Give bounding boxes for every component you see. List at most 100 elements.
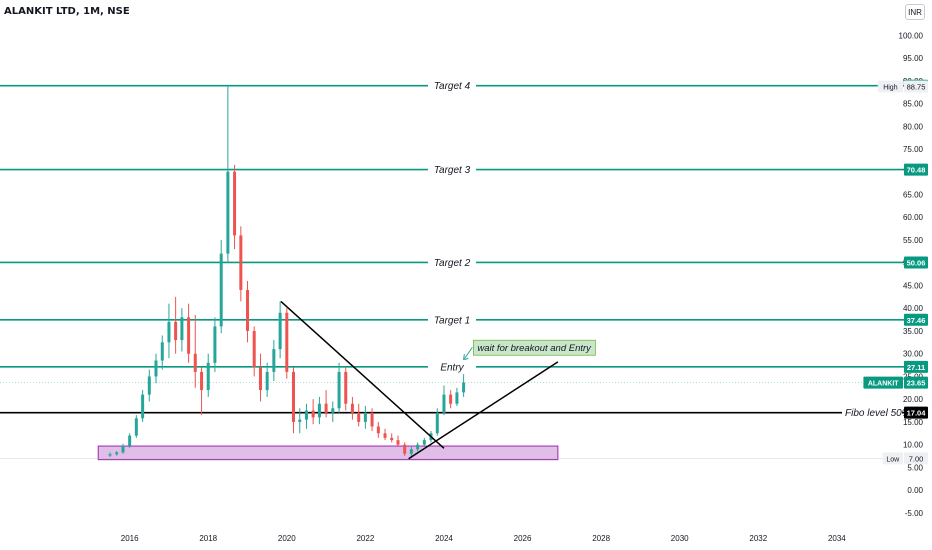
y-tick-label: 20.00 — [903, 395, 924, 404]
x-tick-label: 2018 — [199, 534, 217, 543]
fib-price-label: 17.04 — [907, 409, 927, 418]
x-tick-label: 2022 — [356, 534, 374, 543]
candle-body — [258, 367, 262, 391]
candle-body — [167, 321, 171, 343]
trendlines-layer: wait for breakout and Entry — [280, 300, 596, 460]
candle-body — [272, 349, 276, 372]
target3-price-label: 70.48 — [907, 166, 926, 175]
target-3-label: Target 3 — [434, 165, 471, 176]
currency-selector[interactable]: INR — [905, 4, 925, 20]
candle-body — [193, 353, 197, 372]
candle-body — [141, 394, 145, 419]
candle-body — [147, 376, 151, 395]
target1-price-label-bg — [904, 313, 928, 326]
target-2-label: Target 2 — [434, 258, 471, 269]
y-tick-label: 10.00 — [903, 441, 924, 450]
annotation-box — [472, 339, 596, 356]
candle-body — [317, 403, 321, 418]
candle-body — [206, 362, 210, 391]
y-tick-label: 0.00 — [907, 486, 923, 495]
y-tick-label: 35.00 — [903, 327, 924, 336]
y-tick-label: 65.00 — [903, 190, 924, 199]
last-price-label-tag: ALANKIT — [868, 381, 899, 388]
fib-price-label-bg — [904, 406, 928, 419]
candles-layer — [108, 85, 466, 459]
candle-body — [416, 444, 420, 450]
target-1-label-bg — [428, 312, 476, 327]
candle-body — [239, 235, 243, 291]
x-tick-label: 2016 — [121, 534, 139, 543]
candle-body — [233, 171, 237, 236]
annotation-text: wait for breakout and Entry — [477, 343, 592, 354]
candle-body — [226, 171, 230, 254]
price-labels-layer: 88.92High88.7570.4850.0637.4627.11ALANKI… — [863, 79, 928, 465]
low-tag-label-tag-bg — [882, 452, 903, 465]
candle-body — [291, 371, 295, 422]
y-tick-label: 100.00 — [899, 31, 924, 40]
candle-body — [383, 433, 387, 438]
candle-body — [396, 440, 400, 445]
candle-body — [128, 435, 132, 446]
y-tick-label: 30.00 — [903, 350, 924, 359]
candle-body — [160, 342, 164, 361]
y-tick-label: 80.00 — [903, 122, 924, 131]
entry-label-bg — [428, 359, 476, 374]
candle-body — [115, 452, 119, 455]
fib-level-label: Fibo level 50% — [845, 408, 911, 419]
x-tick-label: 2020 — [278, 534, 296, 543]
candle-body — [121, 445, 125, 453]
candle-body — [285, 312, 289, 372]
candle-body — [442, 394, 446, 413]
high-tag-label-tag: High — [883, 84, 898, 91]
y-tick-label: 5.00 — [907, 463, 923, 472]
price-axis[interactable]: 100.0095.0090.0085.0080.0075.0070.0065.0… — [899, 31, 924, 518]
target2-price-label-bg — [904, 256, 928, 269]
x-tick-label: 2032 — [749, 534, 767, 543]
candle-body — [422, 440, 426, 445]
time-axis[interactable]: 2016 2018 2020 2022 2024 2026 2028 2030 2032 2034 — [121, 534, 847, 543]
line-labels-layer: Target 4 Target 3 Target 2 Target 1 Entry Fib… — [428, 78, 911, 420]
candle-body — [246, 290, 250, 331]
last-price-label: 23.65 — [907, 379, 926, 388]
x-tick-label: 2034 — [828, 534, 846, 543]
target-4-label: Target 4 — [434, 81, 471, 92]
last-price-label-bg — [904, 376, 928, 389]
candle-body — [344, 371, 348, 404]
candle-body — [213, 326, 217, 363]
target1-price-label: 37.46 — [907, 316, 926, 325]
entry-price-label-bg — [904, 360, 928, 373]
candle-body — [462, 382, 466, 393]
candle-body — [357, 412, 361, 422]
target-2-label-bg — [428, 255, 476, 270]
candle-body — [108, 454, 112, 456]
target-3-label-bg — [428, 162, 476, 177]
uptrend-line — [408, 361, 559, 460]
candle-body — [252, 330, 256, 368]
y-tick-label: 60.00 — [903, 213, 924, 222]
candle-body — [403, 444, 407, 454]
candle-body — [350, 403, 354, 413]
candle-body — [324, 403, 328, 413]
candle-body — [174, 321, 178, 341]
high-tag-label-bg — [904, 80, 928, 93]
y-tick-label: 40.00 — [903, 304, 924, 313]
entry-price-label: 27.11 — [907, 363, 925, 372]
target3-price-label-bg — [904, 163, 928, 176]
high-tag-label-tag-bg — [877, 80, 903, 93]
candle-body — [363, 412, 367, 422]
candle-body — [390, 437, 394, 441]
target-1-label: Target 1 — [434, 315, 470, 326]
x-tick-label: 2030 — [671, 534, 689, 543]
candle-body — [376, 426, 380, 434]
candle-body — [278, 312, 282, 350]
y-tick-label: -5.00 — [905, 509, 924, 518]
high-tag-label: 88.75 — [907, 82, 926, 91]
y-tick-label: 55.00 — [903, 236, 924, 245]
candle-body — [370, 412, 374, 427]
candle-body — [134, 418, 138, 436]
support-zone-layer — [97, 445, 559, 461]
candle-body — [331, 408, 335, 413]
downtrend-line — [280, 300, 445, 449]
x-tick-label: 2026 — [514, 534, 532, 543]
